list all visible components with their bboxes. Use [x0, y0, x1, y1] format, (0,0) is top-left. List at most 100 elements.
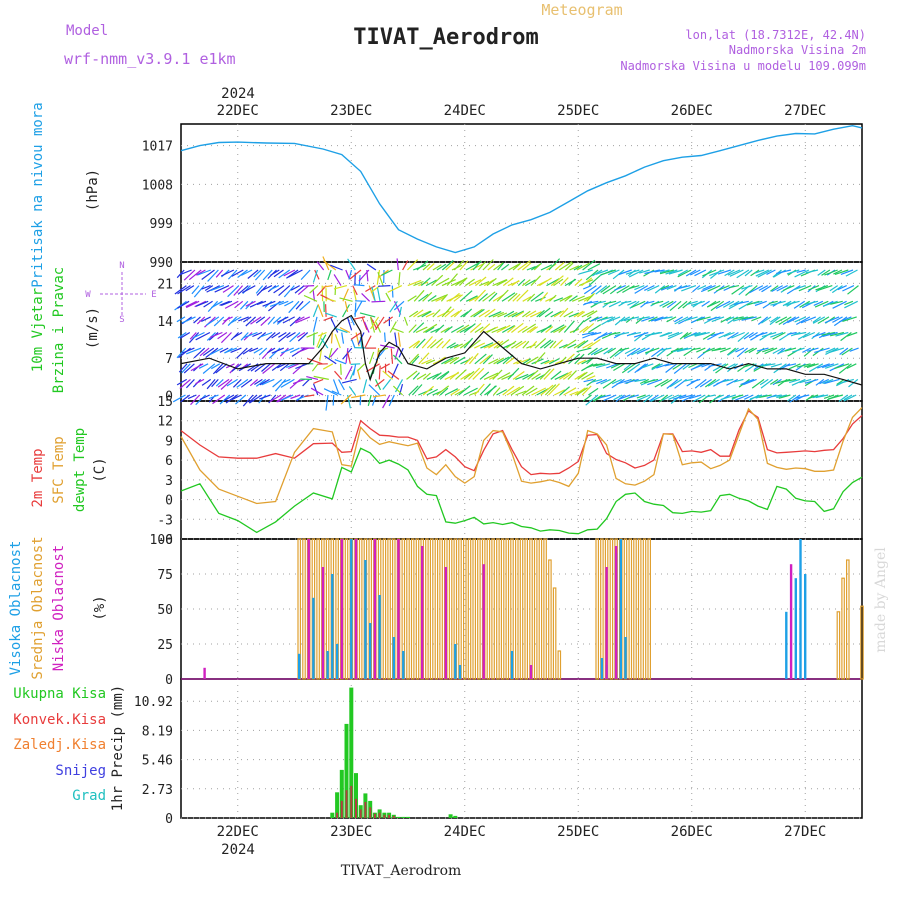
cloud-bar-mid — [548, 559, 552, 680]
wind-vector — [618, 269, 632, 276]
wind-vector — [269, 394, 282, 403]
wind-vector — [288, 363, 300, 370]
wind-label-1: 10m Vjetar — [30, 288, 46, 372]
wind-vector — [727, 347, 739, 356]
wind-vector — [270, 269, 280, 276]
wind-vector — [479, 323, 491, 333]
cloud-bar — [482, 564, 485, 679]
precip-bar-conv — [373, 813, 376, 818]
wind-vector — [715, 363, 729, 374]
cloud-bar — [600, 658, 604, 679]
wind-vector — [387, 370, 400, 380]
wind-vector — [621, 363, 636, 374]
cloud-label-low: Niska Oblacnost — [51, 545, 67, 671]
wind-vector — [525, 387, 538, 396]
wind-vector — [474, 353, 487, 365]
wind-vector — [564, 294, 573, 302]
wind-vector — [203, 300, 213, 308]
cloud-bar — [354, 539, 358, 679]
wind-vector — [757, 316, 769, 325]
wind-vector — [316, 261, 325, 271]
wind-vector — [394, 332, 398, 347]
cloud-label-high: Visoka Oblacnost — [8, 541, 24, 676]
precip-legend-item: Konvek.Kisa — [13, 712, 106, 728]
wind-vector — [732, 316, 744, 320]
wind-vector — [350, 338, 356, 349]
wind-vector — [839, 347, 849, 355]
wind-vector — [425, 326, 435, 334]
wind-vector — [559, 295, 572, 302]
wind-vector — [196, 316, 206, 325]
wind-vector — [505, 357, 515, 365]
panel-frames — [180, 123, 863, 819]
wind-vector — [185, 285, 195, 292]
precip-bar-conv — [369, 807, 372, 818]
wind-vector — [633, 331, 649, 338]
wind-vector — [261, 378, 275, 386]
cloud-bar-mid — [344, 538, 349, 680]
wind-vector — [569, 390, 579, 396]
wind-vector — [255, 285, 264, 294]
wind-vector — [444, 326, 453, 333]
wind-vector — [265, 332, 276, 341]
wind-vector — [751, 378, 765, 389]
wind-vector — [595, 269, 609, 275]
wind-vector — [430, 328, 440, 334]
wind-vector — [817, 316, 830, 325]
wind-vector — [474, 342, 486, 349]
wind-vector — [648, 331, 663, 336]
wind-vector — [396, 258, 399, 271]
wind-vector — [769, 378, 779, 385]
wind-vector — [581, 310, 595, 318]
y-tick-label: 9 — [165, 434, 173, 449]
model-name: wrf-nmm_v3.9.1 e1km — [64, 50, 236, 68]
wind-vector — [544, 311, 554, 318]
wind-vector — [702, 269, 717, 277]
wind-vector — [701, 363, 711, 368]
wind-vector — [817, 363, 830, 369]
y-tick-label: 50 — [157, 603, 173, 618]
wind-vector — [353, 289, 357, 302]
wind-vector — [455, 369, 467, 380]
wind-vector — [824, 269, 838, 276]
wind-vector — [766, 394, 777, 399]
wind-vector — [252, 331, 263, 338]
wind-vector — [496, 289, 509, 302]
wind-vector — [770, 363, 782, 368]
wind-vector — [793, 300, 806, 309]
wind-vector — [426, 263, 435, 271]
wind-vector — [725, 316, 735, 322]
wind-vector — [610, 363, 621, 369]
wind-vector — [280, 347, 294, 354]
wind-vector — [666, 300, 677, 309]
wind-vector — [601, 316, 616, 326]
wind-vector — [426, 373, 439, 380]
wind-vector — [398, 306, 402, 318]
pressure-line — [180, 124, 863, 254]
wind-vector — [187, 394, 197, 400]
wind-vector — [450, 310, 460, 318]
cloud-bar — [369, 623, 372, 679]
wind-vector — [434, 356, 446, 365]
wind-vector — [784, 378, 797, 383]
wind-vector — [329, 347, 339, 358]
wind-vector — [554, 389, 566, 396]
wind-vector — [723, 331, 735, 338]
wind-vector — [726, 378, 738, 386]
wind-vector — [425, 359, 436, 365]
wind-vector — [768, 300, 778, 304]
wind-vector — [550, 370, 562, 380]
wind-vector — [261, 347, 273, 360]
wind-vector — [408, 340, 420, 349]
wind-vector — [558, 343, 568, 349]
top-date-labels: 22DEC 23DEC 24DEC 25DEC 26DEC 27DEC — [217, 103, 827, 119]
wind-vector — [380, 344, 395, 349]
wind-vector — [213, 316, 225, 327]
wind-vector — [762, 347, 774, 353]
wind-vector — [616, 378, 632, 385]
wind-vector — [659, 269, 675, 275]
wind-vector — [510, 385, 525, 396]
wind-vector — [775, 378, 791, 384]
wind-vector — [407, 279, 422, 287]
wind-vector — [676, 347, 693, 353]
